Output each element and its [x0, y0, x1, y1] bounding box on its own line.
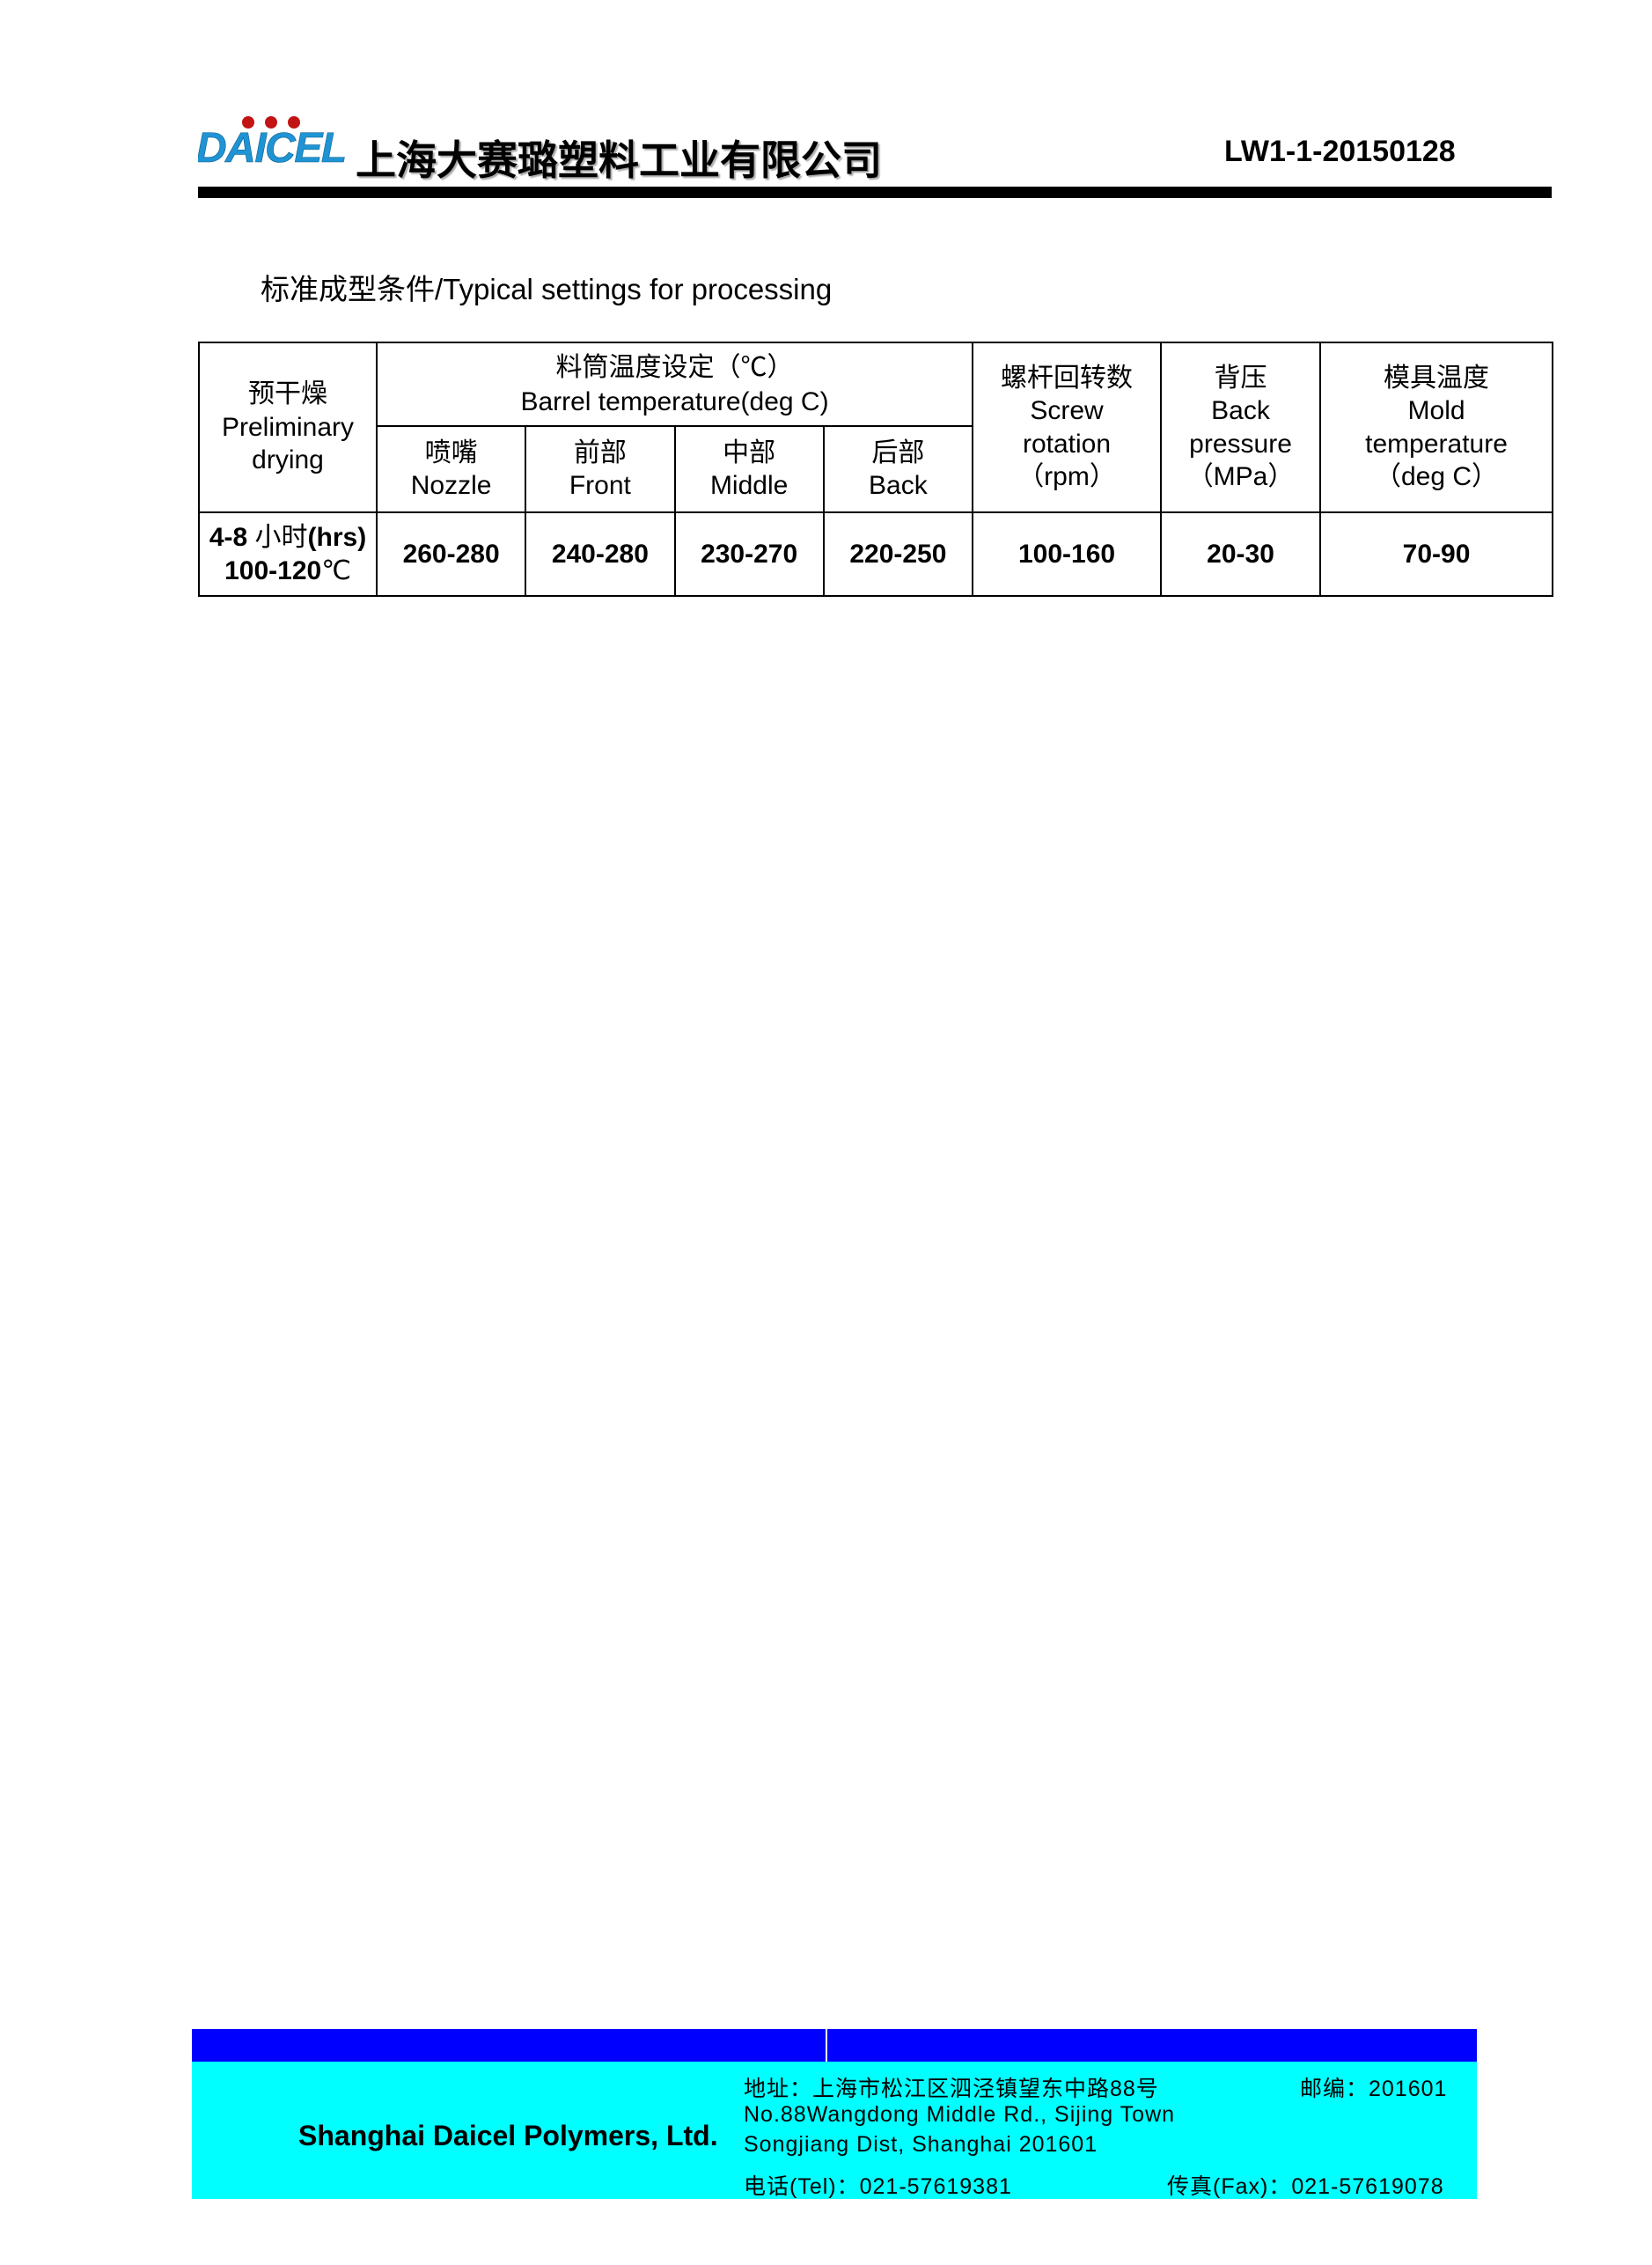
- svg-text:DAICEL: DAICEL: [198, 125, 346, 167]
